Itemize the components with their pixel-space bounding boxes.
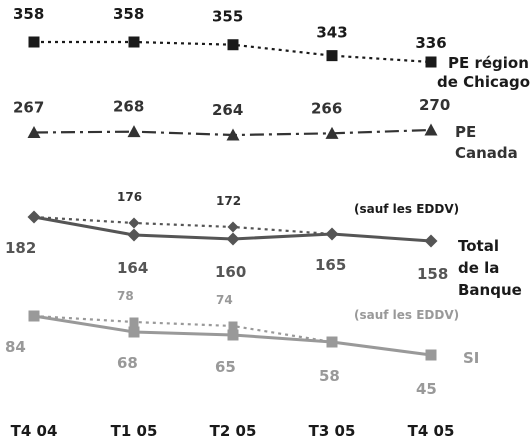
- series-label-total-line1: Total: [458, 237, 499, 255]
- marker-canada-1: [127, 125, 141, 138]
- series-line-chicago: [34, 40, 432, 64]
- marker-si-1: [128, 326, 140, 338]
- marker-total-2: [226, 232, 240, 246]
- data-label-si-2: 65: [215, 358, 236, 376]
- data-label-si-1: 68: [117, 354, 138, 372]
- marker-canada-3: [325, 126, 339, 139]
- marker-si-excl-1: [129, 317, 139, 327]
- data-label-si-excl-1: 78: [117, 289, 134, 303]
- marker-si-4: [425, 349, 437, 361]
- data-label-total-3: 165: [315, 256, 346, 274]
- marker-chicago-0: [28, 36, 40, 48]
- data-label-canada-2: 264: [212, 101, 243, 119]
- marker-total-excl-2: [227, 221, 239, 233]
- data-label-si-0: 84: [5, 338, 26, 356]
- x-tick-label: T4 05: [408, 422, 455, 440]
- data-label-canada-0: 267: [13, 99, 44, 117]
- series-label-canada-line1: PE: [455, 123, 476, 141]
- marker-total-3: [325, 227, 339, 241]
- data-label-total-excl-1: 176: [117, 190, 142, 204]
- data-label-si-excl-2: 74: [216, 293, 233, 307]
- data-label-chicago-4: 336: [415, 34, 446, 52]
- data-label-total-4: 158: [417, 265, 448, 283]
- marker-canada-4: [424, 123, 438, 136]
- data-label-total-1: 164: [117, 259, 148, 277]
- marker-chicago-1: [128, 36, 140, 48]
- series-label-canada-line2: Canada: [455, 144, 518, 162]
- marker-total-1: [127, 228, 141, 242]
- series-line-si-excl: [33, 314, 333, 344]
- series-markers: [27, 36, 438, 361]
- marker-canada-2: [226, 128, 240, 141]
- x-tick-label: T3 05: [309, 422, 356, 440]
- data-label-si-3: 58: [319, 367, 340, 385]
- x-tick-label: T1 05: [111, 422, 158, 440]
- marker-total-0: [27, 210, 41, 224]
- data-label-chicago-2: 355: [212, 8, 243, 26]
- data-label-chicago-1: 358: [113, 5, 144, 23]
- series-label-total-line2: de la: [458, 259, 499, 277]
- series-label-total-line3: Banque: [458, 281, 522, 299]
- data-label-canada-1: 268: [113, 98, 144, 116]
- marker-total-excl-1: [128, 217, 140, 229]
- marker-chicago-2: [227, 39, 239, 51]
- marker-chicago-4: [425, 56, 437, 68]
- series-label-chicago-line1: PE région: [448, 54, 529, 72]
- marker-si-3: [326, 336, 338, 348]
- data-label-total-2: 160: [215, 263, 246, 281]
- data-label-canada-4: 270: [419, 96, 450, 114]
- x-tick-label: T4 04: [11, 422, 58, 440]
- data-label-canada-3: 266: [311, 99, 342, 117]
- marker-si-excl-2: [228, 321, 238, 331]
- series-label-chicago-line2: de Chicago: [437, 73, 530, 91]
- data-label-total-excl-2: 172: [216, 194, 241, 208]
- data-label-chicago-3: 343: [316, 24, 347, 42]
- data-labels: 358 358 355 343 336 267 268 264 266 270 182 164 160 1…: [5, 5, 450, 398]
- marker-si-2: [227, 329, 239, 341]
- series-label-si: SI: [463, 349, 479, 367]
- x-tick-label: T2 05: [210, 422, 257, 440]
- marker-si-0: [28, 310, 40, 322]
- series-line-total-excl: [33, 215, 333, 236]
- marker-chicago-3: [326, 50, 338, 62]
- note-si-excl: (sauf les EDDV): [354, 308, 459, 322]
- marker-total-4: [424, 234, 438, 248]
- marker-canada-0: [27, 126, 41, 138]
- data-label-total-0: 182: [5, 239, 36, 257]
- data-label-si-4: 45: [416, 380, 437, 398]
- note-total-excl: (sauf les EDDV): [354, 202, 459, 216]
- data-label-chicago-0: 358: [13, 5, 44, 23]
